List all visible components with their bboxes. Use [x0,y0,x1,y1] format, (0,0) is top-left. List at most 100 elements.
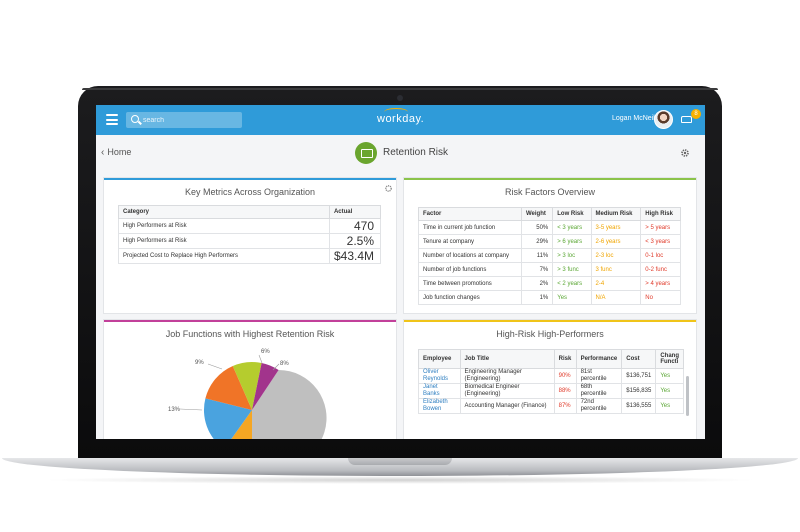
factor-weight: 7% [520,262,554,277]
search-input[interactable] [143,114,238,126]
laptop-camera [397,95,403,101]
user-name[interactable]: Logan McNeil [612,115,655,122]
change-cell: Yes [655,383,684,399]
workday-logo: workday. [377,113,425,125]
table-row: Number of locations at company 11% > 3 l… [418,248,681,263]
column-header[interactable]: Risk [553,349,577,369]
medium-risk-value: 2-6 years [590,234,642,249]
table-row: Projected Cost to Replace High Performer… [118,248,382,264]
pie-slice-lime[interactable] [232,362,262,410]
pie-slice-gray[interactable] [252,370,327,439]
factor-name: Time in current job function [418,220,522,235]
low-risk-value: < 3 years [552,220,592,235]
risk-cell: 90% [553,368,577,384]
medium-risk-value: 2-4 [590,276,642,291]
laptop-screen: workday. Logan McNeil 8 ‹Home Retention … [96,105,705,439]
employee-link[interactable]: Oliver Reynolds [423,369,449,382]
risk-factors-title: Risk Factors Overview [504,187,595,197]
factor-weight: 2% [520,276,554,291]
high-risk-value: > 4 years [640,276,681,291]
factor-name: Time between promotions [418,276,522,291]
column-header[interactable]: Cost [621,349,657,369]
column-header[interactable]: Weight [520,207,554,221]
avatar[interactable] [654,110,673,129]
job-title-cell: Accounting Manager (Finance) [459,398,555,414]
medium-risk-value: 2-3 loc [590,248,642,263]
employee-cell: Oliver Reynolds [418,368,461,384]
column-header[interactable]: Factor [418,207,522,221]
laptop-base [2,458,798,476]
change-cell: Yes [655,368,684,384]
metric-value: $43.4M [328,248,382,264]
cost-cell: $136,555 [621,398,657,414]
employee-link[interactable]: Janet Banks [423,384,440,397]
factor-weight: 11% [520,248,554,263]
pie-data-label: 6% [261,349,270,355]
employee-link[interactable]: Elizabeth Bowen [423,399,448,412]
job-functions-card: Job Functions with Highest Retention Ris… [104,320,396,439]
medium-risk-value: 3 func [590,262,642,277]
laptop-notch [348,458,452,465]
table-row: Tenure at company 29% > 6 years 2-6 year… [418,234,681,249]
report-icon [355,142,377,164]
page-header: ‹ Home Retention Risk [96,135,705,175]
inbox-icon[interactable] [681,116,692,123]
column-header[interactable]: Medium Risk [590,207,642,221]
column-header[interactable]: Actual [328,205,382,219]
metric-category: High Performers at Risk [118,218,330,234]
low-risk-value: Yes [552,290,592,305]
retention-risk-pie-chart: 6% 9% 8% 13% [168,349,327,439]
metric-value: 2.5% [328,233,382,249]
column-header[interactable]: High Risk [640,207,681,221]
table-row: Time in current job function 50% < 3 yea… [418,220,681,235]
column-header[interactable]: Low Risk [552,207,592,221]
pie-data-label: 13% [168,407,181,413]
low-risk-value: < 2 years [552,276,592,291]
pie-slice-orange-upper[interactable] [205,366,252,410]
table-row: Elizabeth Bowen Accounting Manager (Fina… [418,398,684,414]
low-risk-value: > 3 loc [552,248,592,263]
high-risk-value: > 5 years [640,220,681,235]
pie-data-label: 8% [280,361,289,367]
pie-slices [203,362,327,439]
gear-icon[interactable] [680,148,690,158]
search-icon [131,115,139,123]
high-risk-value: < 3 years [640,234,681,249]
table-scrollbar[interactable] [686,376,689,416]
column-header[interactable]: Chang Functi [655,349,684,369]
pie-slice-magenta[interactable] [252,363,279,410]
notification-badge[interactable]: 8 [691,109,701,119]
pie-slice-blue[interactable] [203,398,252,439]
job-functions-title: Job Functions with Highest Retention Ris… [165,329,335,339]
high-risk-value: 0-2 func [640,262,681,277]
column-header[interactable]: Performance [575,349,623,369]
table-row: High Performers at Risk 470 [118,218,382,234]
factor-name: Number of job functions [418,262,522,277]
job-title-cell: Biomedical Engineer (Engineering) [459,383,555,399]
low-risk-value: > 6 years [552,234,592,249]
menu-icon[interactable] [106,114,118,125]
employee-cell: Janet Banks [418,383,461,399]
back-chevron-icon: ‹ [101,147,105,158]
high-risk-value: No [640,290,681,305]
column-header[interactable]: Job Title [459,349,555,369]
column-header[interactable]: Category [118,205,330,219]
top-bar: workday. Logan McNeil 8 [96,105,705,135]
logo-arc [384,108,408,116]
back-label: Home [107,147,132,157]
risk-factors-card: Risk Factors Overview Factor Weight Low … [404,178,696,313]
medium-risk-value: N/A [590,290,642,305]
performance-cell: 68th percentile [575,383,623,399]
back-home-link[interactable]: ‹ Home [101,147,131,158]
cost-cell: $136,751 [621,368,657,384]
metric-value: 470 [328,218,382,234]
column-header[interactable]: Employee [418,349,461,369]
factor-weight: 50% [520,220,554,235]
factor-weight: 1% [520,290,554,305]
search-box[interactable] [126,112,242,128]
job-title-cell: Engineering Manager (Engineering) [459,368,555,384]
card-gear-icon[interactable] [384,184,393,193]
table-row: Number of job functions 7% > 3 func 3 fu… [418,262,681,277]
table-row: Job function changes 1% Yes N/A No [418,290,681,305]
performance-cell: 81st percentile [575,368,623,384]
